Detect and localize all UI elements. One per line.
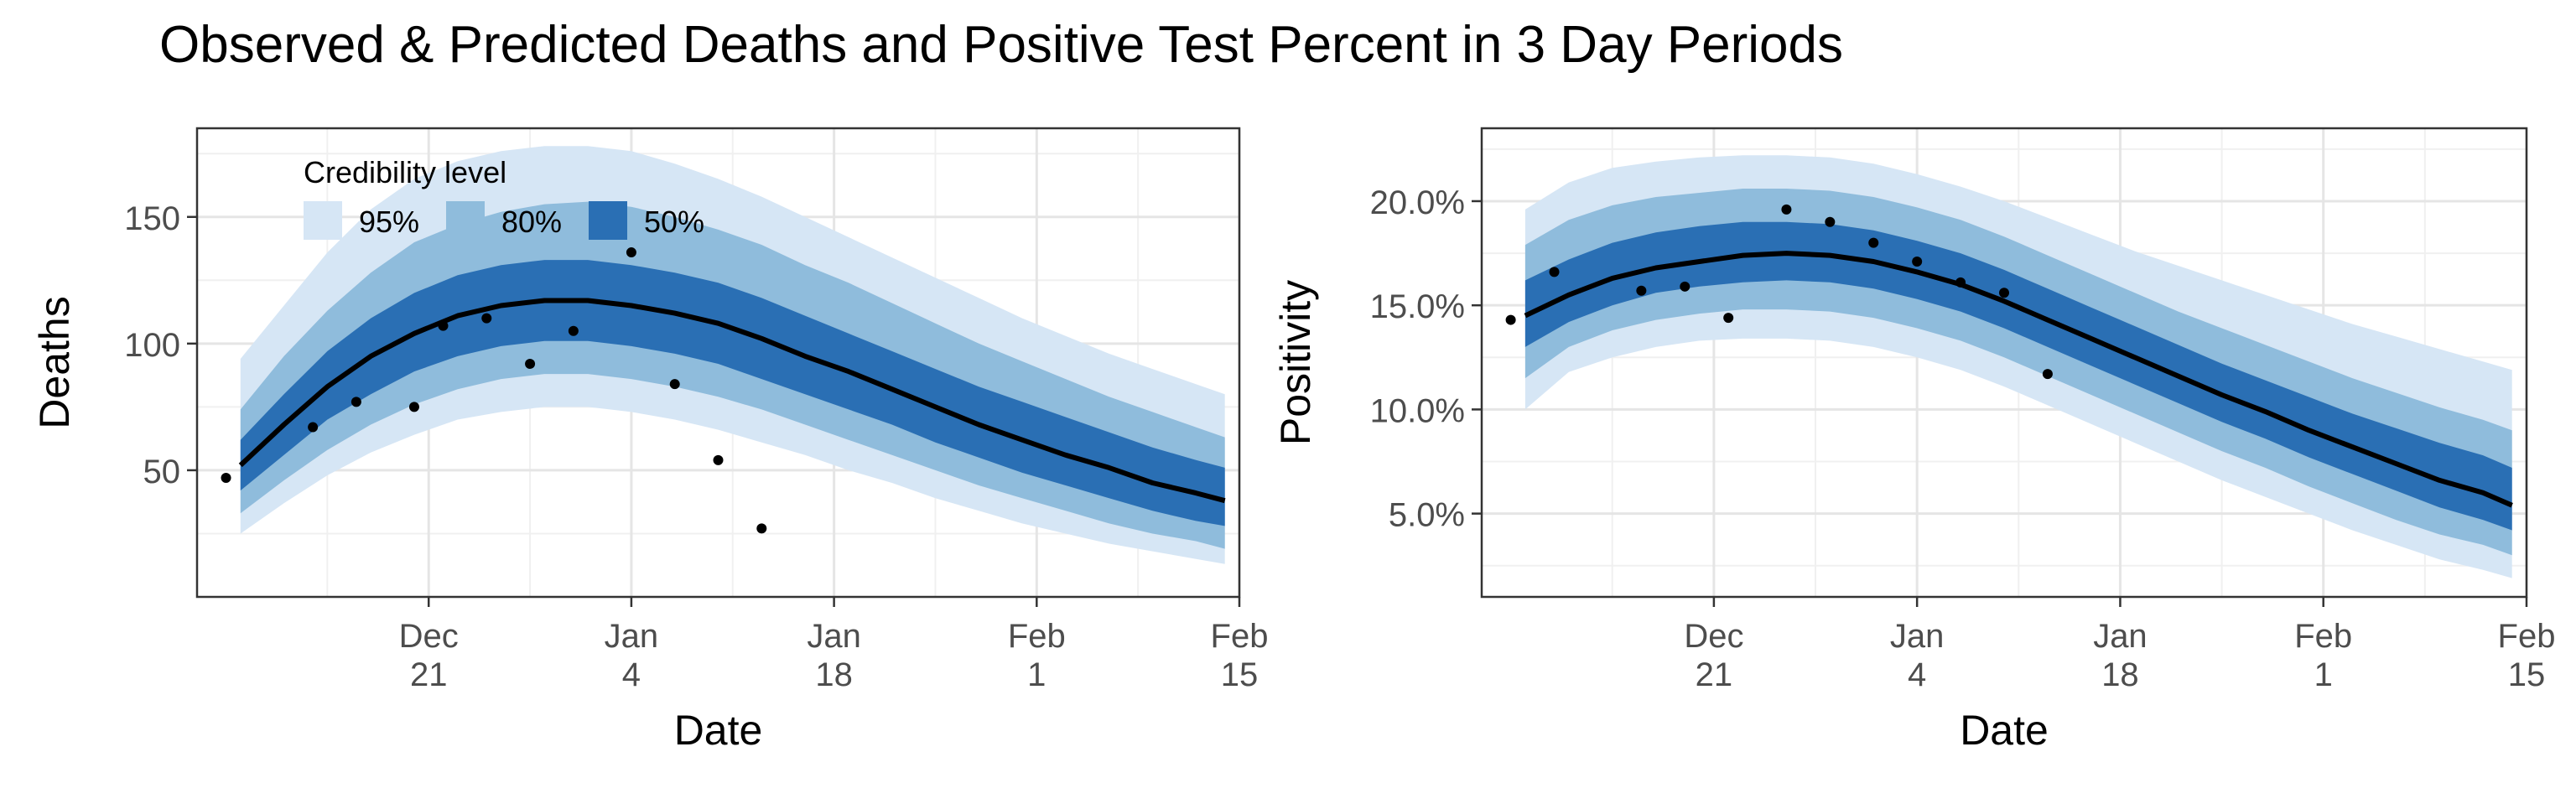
panel2-observed-point [1505, 314, 1516, 325]
panel1-x-tick-label-day: 15 [1221, 656, 1259, 693]
panel2-observed-point [1999, 288, 2009, 298]
panel1-observed-point [438, 320, 449, 331]
panel1-x-tick-label-month: Jan [807, 618, 861, 655]
panel2-observed-point [1680, 281, 1690, 292]
panel2-x-tick-label-day: 15 [2508, 656, 2546, 693]
panel2-x-tick-label-day: 1 [2314, 656, 2333, 693]
panel1-x-axis-title: Date [674, 707, 763, 754]
legend-label-50: 50% [644, 205, 704, 239]
panel1-x-tick-label-day: 21 [410, 656, 448, 693]
panel2-observed-point [1723, 313, 1734, 324]
panel1-x-tick-label-day: 18 [815, 656, 853, 693]
legend-title: Credibility level [304, 155, 506, 189]
panel2-observed-point [1912, 257, 1923, 267]
panel1-band-50 [240, 260, 1225, 526]
panel2-observed-point [1868, 237, 1879, 248]
panel2-observed-point [1549, 267, 1560, 277]
panel1-x-tick-label-month: Jan [605, 618, 659, 655]
panel2-observed-point [1636, 285, 1647, 296]
panel1-observed-point [626, 247, 636, 258]
panel2-x-tick-label-day: 21 [1696, 656, 1733, 693]
panel1-observed-point [756, 523, 767, 534]
panel1-x-tick-label-day: 1 [1027, 656, 1046, 693]
panel2-x-tick-label-month: Jan [2093, 618, 2148, 655]
panel1-observed-point [351, 397, 361, 407]
panel2-observed-point [1781, 204, 1792, 215]
panel2-x-tick-label-month: Feb [2294, 618, 2352, 655]
panel2-panel-border [1480, 127, 2528, 599]
panel1-x-tick-label-month: Feb [1008, 618, 1066, 655]
panel2-x-tick-label-month: Feb [2498, 618, 2556, 655]
panel1-y-tick-label: 150 [124, 200, 180, 237]
panel1-x-tick-label-month: Feb [1211, 618, 1269, 655]
panel1-x-tick-label-day: 4 [622, 656, 641, 693]
panel2-median-line [1524, 251, 2513, 508]
panel2-x-tick-label-day: 4 [1908, 656, 1926, 693]
panel2-x-tick-label-day: 18 [2101, 656, 2139, 693]
chart-title: Observed & Predicted Deaths and Positive… [159, 16, 1844, 74]
legend-label-80: 80% [501, 205, 562, 239]
panel1-panel-border [195, 127, 1241, 599]
panel1-y-tick-label: 100 [124, 327, 180, 364]
legend-key-50 [589, 201, 627, 240]
panel1-observed-point [481, 313, 492, 324]
panel1-observed-point [568, 325, 579, 336]
legend-key-80 [446, 201, 485, 240]
panel2-y-tick-label: 10.0% [1370, 392, 1465, 429]
panel2-x-axis-title: Date [1960, 707, 2049, 754]
panel1-observed-point [221, 472, 231, 483]
panel2-observed-point [2042, 369, 2053, 380]
panel2-band-50 [1524, 221, 2512, 531]
panel1-observed-point [308, 422, 319, 433]
legend-label-95: 95% [359, 205, 419, 239]
panel2-x-tick-label-month: Jan [1890, 618, 1945, 655]
panel2-x-tick-label-month: Dec [1684, 618, 1743, 655]
panel2-y-axis-title: Positivity [1272, 280, 1319, 445]
panel1-y-axis-title: Deaths [31, 296, 78, 428]
panel2-y-tick-label: 15.0% [1370, 288, 1465, 325]
panel1-observed-point [408, 402, 419, 412]
panel2-observed-point [1825, 216, 1836, 227]
panel2-y-tick-label: 5.0% [1389, 497, 1465, 534]
panel2-y-tick-label: 20.0% [1370, 184, 1465, 221]
panel1-observed-point [669, 379, 680, 390]
panel1-observed-point [525, 359, 536, 370]
panel1-median-line [238, 298, 1226, 504]
legend-key-95 [304, 201, 342, 240]
panel1-x-tick-label-month: Dec [399, 618, 459, 655]
panel1-y-tick-label: 50 [143, 454, 181, 490]
panel1-observed-point [713, 454, 724, 465]
panel2-observed-point [1955, 277, 1966, 288]
